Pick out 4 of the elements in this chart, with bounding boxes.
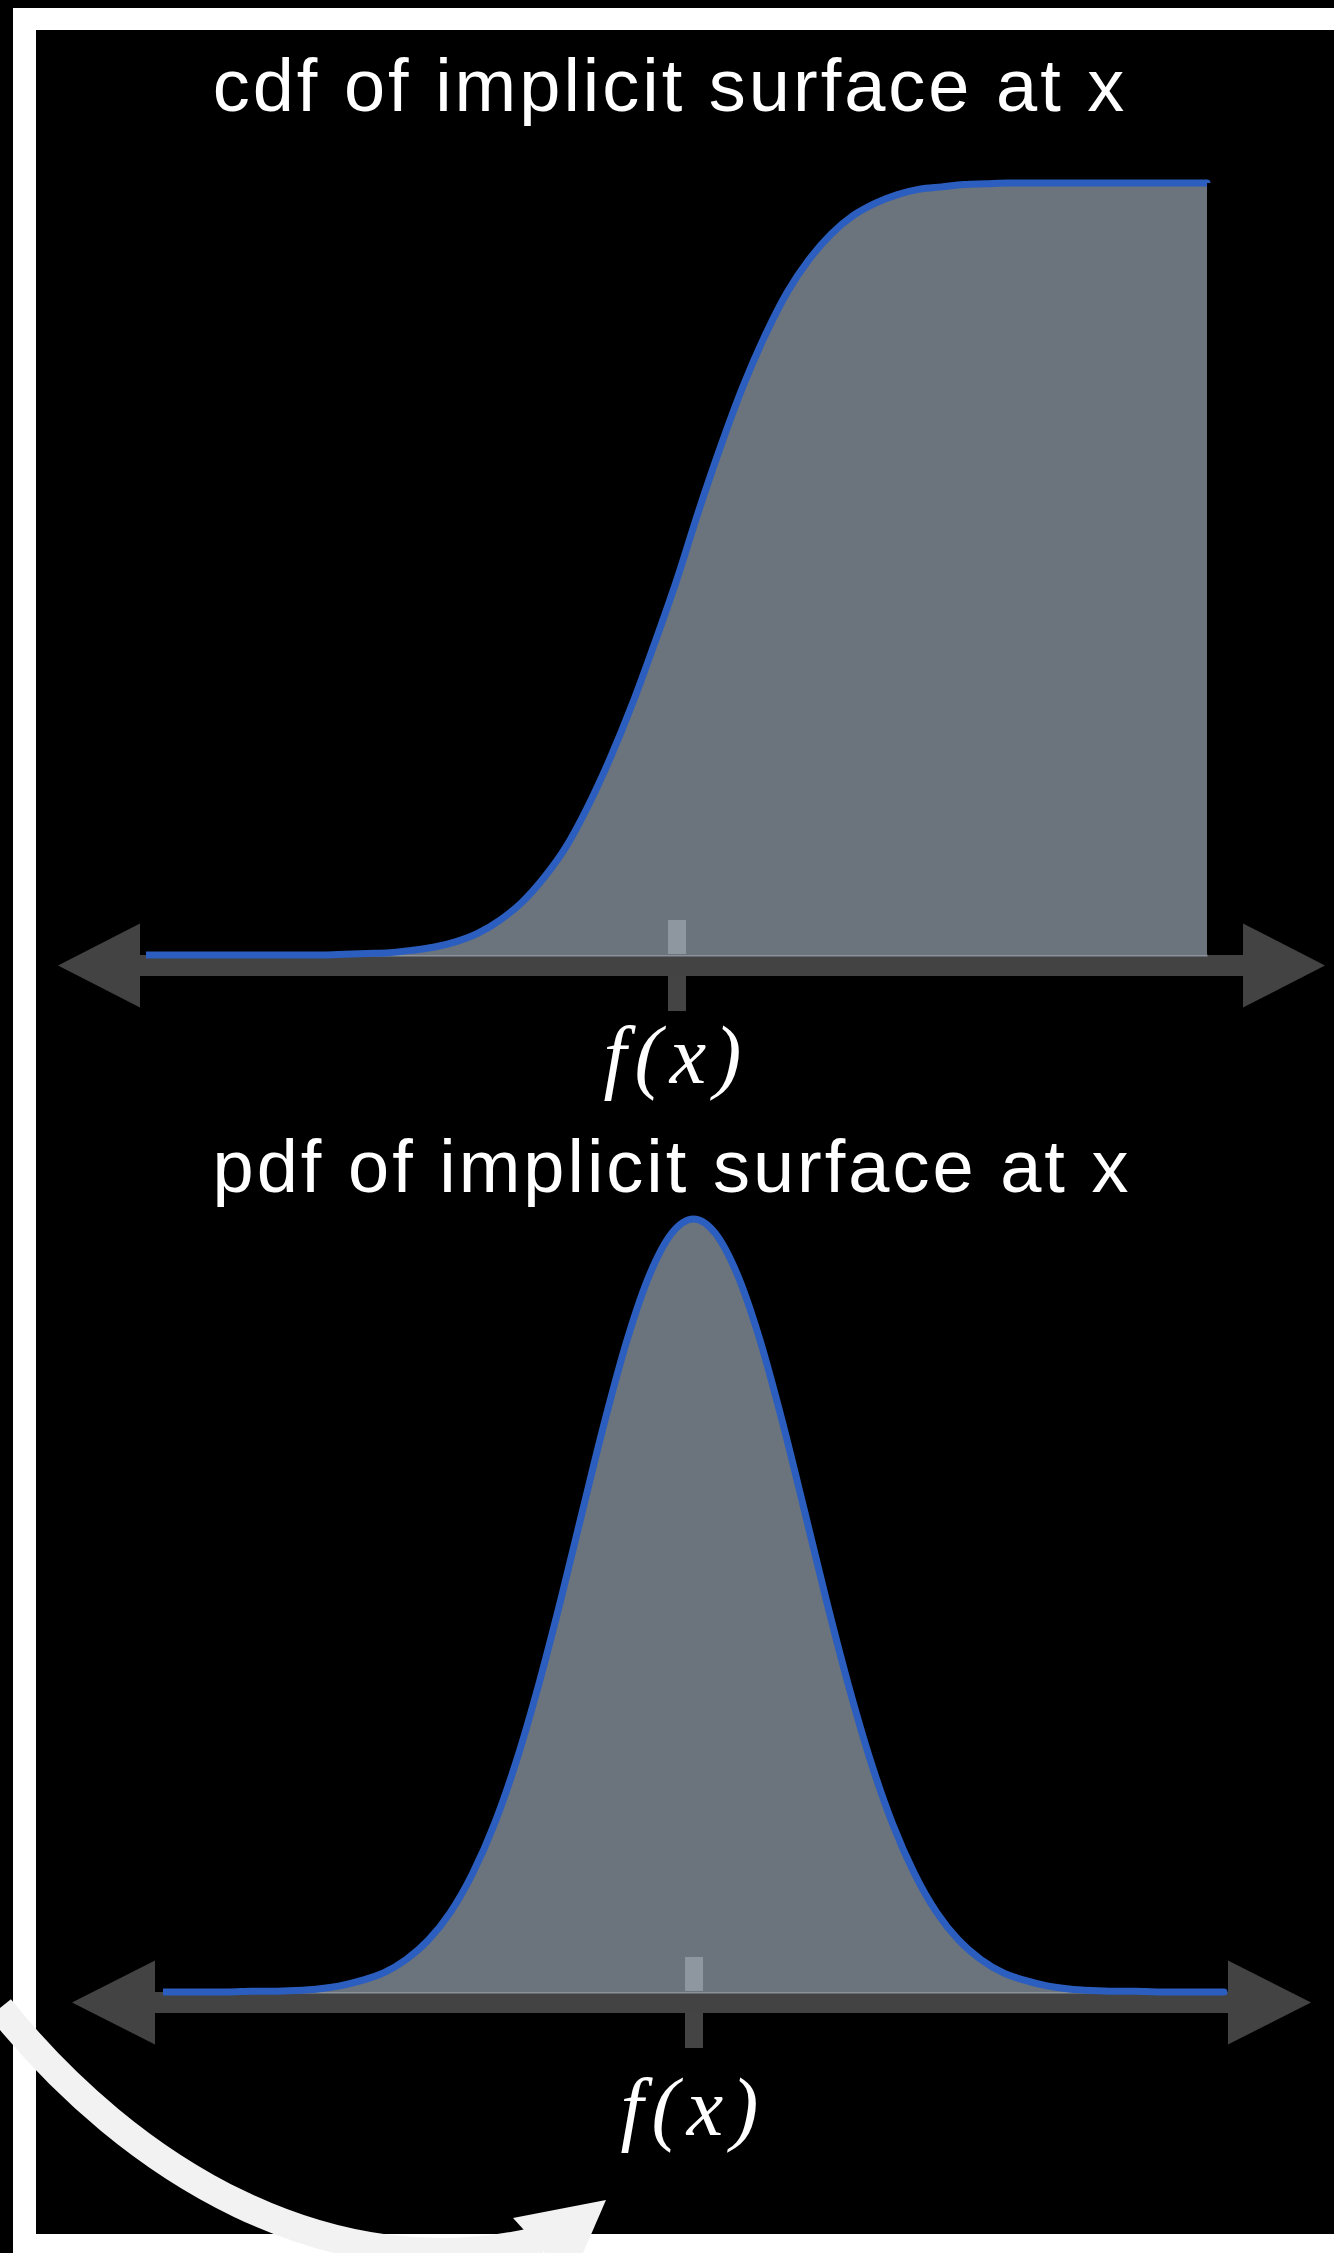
chart-title: cdf of implicit surface at x [212, 44, 1128, 127]
x-axis-title: f(x) [603, 1010, 750, 1101]
x-axis-title: f(x) [620, 2062, 767, 2153]
chart-title: pdf of implicit surface at x [212, 1125, 1132, 1208]
